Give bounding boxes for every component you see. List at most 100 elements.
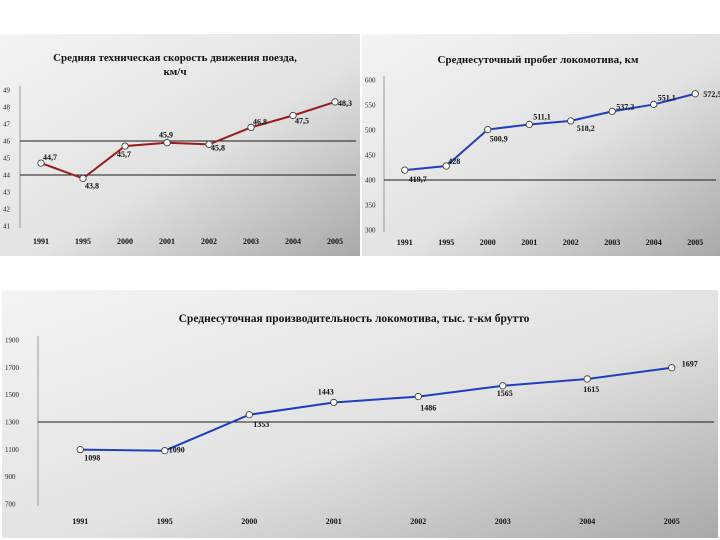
x-tick-label: 2003: [604, 238, 620, 247]
data-label: 1615: [583, 385, 599, 394]
y-tick-label: 47: [3, 121, 11, 129]
data-label: 1353: [253, 420, 269, 429]
data-point: [121, 142, 129, 150]
chart-background: [2, 290, 718, 538]
x-tick-label: 2005: [664, 517, 680, 526]
data-point: [205, 140, 213, 149]
data-point: [289, 111, 297, 120]
x-tick-label: 2000: [241, 517, 257, 526]
x-tick-label: 1991: [72, 517, 88, 526]
y-tick-label: 1100: [5, 446, 19, 454]
series-line: [404, 92, 696, 172]
data-label: 551,1: [658, 93, 676, 102]
data-label: 47,5: [295, 117, 309, 126]
x-tick-label: 2004: [579, 517, 595, 526]
x-tick-label: 1995: [157, 517, 173, 526]
data-point: [484, 125, 492, 134]
x-tick-label: 2002: [563, 238, 579, 247]
y-tick-label: 550: [365, 102, 376, 110]
y-tick-label: 450: [365, 152, 376, 160]
data-label: 1486: [420, 404, 436, 413]
productivity-chart: Среднесуточная производительность локомо…: [2, 290, 718, 538]
y-tick-label: 1700: [5, 364, 20, 372]
y-tick-label: 900: [5, 473, 16, 481]
y-tick-label: 46: [3, 138, 11, 146]
x-tick-label: 2004: [285, 237, 301, 246]
y-tick-label: 44: [3, 172, 11, 180]
data-point: [499, 382, 507, 390]
y-tick-label: 600: [365, 77, 376, 85]
x-tick-label: 1995: [438, 238, 454, 247]
y-tick-label: 500: [365, 127, 376, 135]
data-label: 537,2: [616, 102, 634, 111]
data-point: [37, 159, 45, 167]
data-label: 572,5: [703, 90, 720, 99]
y-tick-label: 49: [3, 87, 11, 95]
data-label: 1697: [682, 360, 698, 369]
data-point: [247, 123, 255, 132]
x-tick-label: 1995: [75, 237, 91, 246]
data-point: [650, 100, 658, 109]
chart-background: [0, 34, 360, 256]
data-point: [331, 98, 339, 106]
data-label: 419,7: [409, 175, 427, 184]
data-label: 1090: [169, 446, 185, 455]
y-tick-label: 43: [3, 189, 11, 197]
data-point: [583, 375, 591, 383]
y-tick-label: 1900: [5, 337, 20, 345]
x-tick-label: 2005: [327, 237, 343, 246]
x-tick-label: 1991: [397, 238, 413, 247]
x-tick-label: 1991: [33, 237, 49, 246]
data-point: [79, 174, 87, 183]
data-point: [442, 162, 450, 170]
data-point: [245, 411, 253, 419]
x-tick-label: 2000: [117, 237, 133, 246]
data-point: [330, 398, 338, 407]
x-tick-label: 2003: [495, 517, 511, 526]
data-label: 511,1: [533, 112, 551, 121]
chart-panel-speed: Средняя техническая скорость движения по…: [0, 34, 360, 256]
data-point: [608, 107, 616, 116]
data-label: 44,7: [43, 153, 57, 162]
mileage-chart: Среднесуточный пробег локомотива, км 300 3…: [362, 34, 720, 256]
series-line: [40, 100, 336, 180]
y-tick-label: 400: [365, 177, 376, 185]
y-tick-label: 45: [3, 155, 11, 163]
data-label: 43,8: [85, 181, 99, 190]
y-tick-label: 42: [3, 206, 11, 214]
y-tick-label: 350: [365, 202, 376, 210]
data-label: 48,3: [338, 99, 352, 108]
x-tick-label: 2002: [201, 237, 217, 246]
x-tick-label: 2005: [687, 238, 703, 247]
data-label: 1443: [318, 387, 334, 396]
data-label: 46,8: [253, 117, 267, 126]
data-point: [163, 139, 171, 147]
chart-title: Среднесуточный пробег локомотива, км: [438, 54, 639, 66]
data-point: [525, 120, 533, 129]
data-point: [161, 447, 169, 455]
chart-background: [362, 34, 720, 256]
x-tick-label: 2004: [646, 238, 662, 247]
chart-title: Среднесуточная производительность локомо…: [179, 313, 530, 325]
data-point: [668, 364, 676, 372]
x-tick-label: 2001: [521, 238, 537, 247]
data-point: [76, 445, 84, 454]
chart-title: Средняя техническая скорость движения по…: [53, 52, 297, 64]
x-tick-label: 2000: [480, 238, 496, 247]
data-point: [567, 117, 575, 125]
x-tick-label: 2001: [159, 237, 175, 246]
y-tick-label: 1500: [5, 391, 20, 399]
x-tick-label: 2001: [326, 517, 342, 526]
x-tick-label: 2002: [410, 517, 426, 526]
data-label: 45,7: [117, 150, 131, 159]
data-label: 1565: [497, 389, 513, 398]
data-label: 1098: [84, 454, 100, 463]
y-tick-label: 1300: [5, 419, 20, 427]
y-tick-label: 41: [3, 223, 11, 231]
chart-panel-productivity: Среднесуточная производительность локомо…: [2, 290, 718, 538]
y-tick-label: 700: [5, 501, 16, 509]
chart-panel-mileage: Среднесуточный пробег локомотива, км 300 3…: [362, 34, 720, 256]
data-label: 428: [448, 157, 460, 166]
series-line: [80, 366, 672, 452]
data-label: 500,9: [490, 135, 508, 144]
